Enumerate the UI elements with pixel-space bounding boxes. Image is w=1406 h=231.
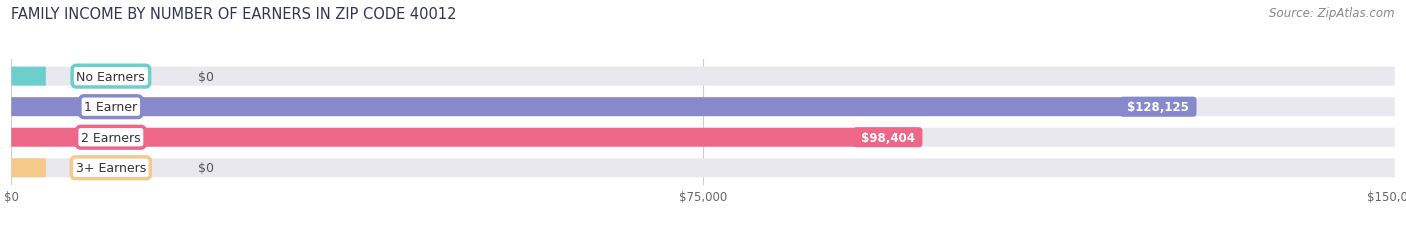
Text: $0: $0	[198, 162, 214, 175]
Text: No Earners: No Earners	[76, 70, 145, 83]
Text: Source: ZipAtlas.com: Source: ZipAtlas.com	[1270, 7, 1395, 20]
Text: FAMILY INCOME BY NUMBER OF EARNERS IN ZIP CODE 40012: FAMILY INCOME BY NUMBER OF EARNERS IN ZI…	[11, 7, 457, 22]
Text: 2 Earners: 2 Earners	[82, 131, 141, 144]
Text: $128,125: $128,125	[1123, 101, 1192, 114]
FancyBboxPatch shape	[11, 128, 1395, 147]
Text: $0: $0	[198, 70, 214, 83]
FancyBboxPatch shape	[11, 98, 1192, 117]
Text: 1 Earner: 1 Earner	[84, 101, 138, 114]
FancyBboxPatch shape	[11, 67, 46, 86]
FancyBboxPatch shape	[11, 98, 1395, 117]
FancyBboxPatch shape	[11, 159, 46, 177]
Text: 3+ Earners: 3+ Earners	[76, 162, 146, 175]
FancyBboxPatch shape	[11, 128, 920, 147]
FancyBboxPatch shape	[11, 159, 1395, 177]
Text: $98,404: $98,404	[856, 131, 920, 144]
FancyBboxPatch shape	[11, 67, 1395, 86]
